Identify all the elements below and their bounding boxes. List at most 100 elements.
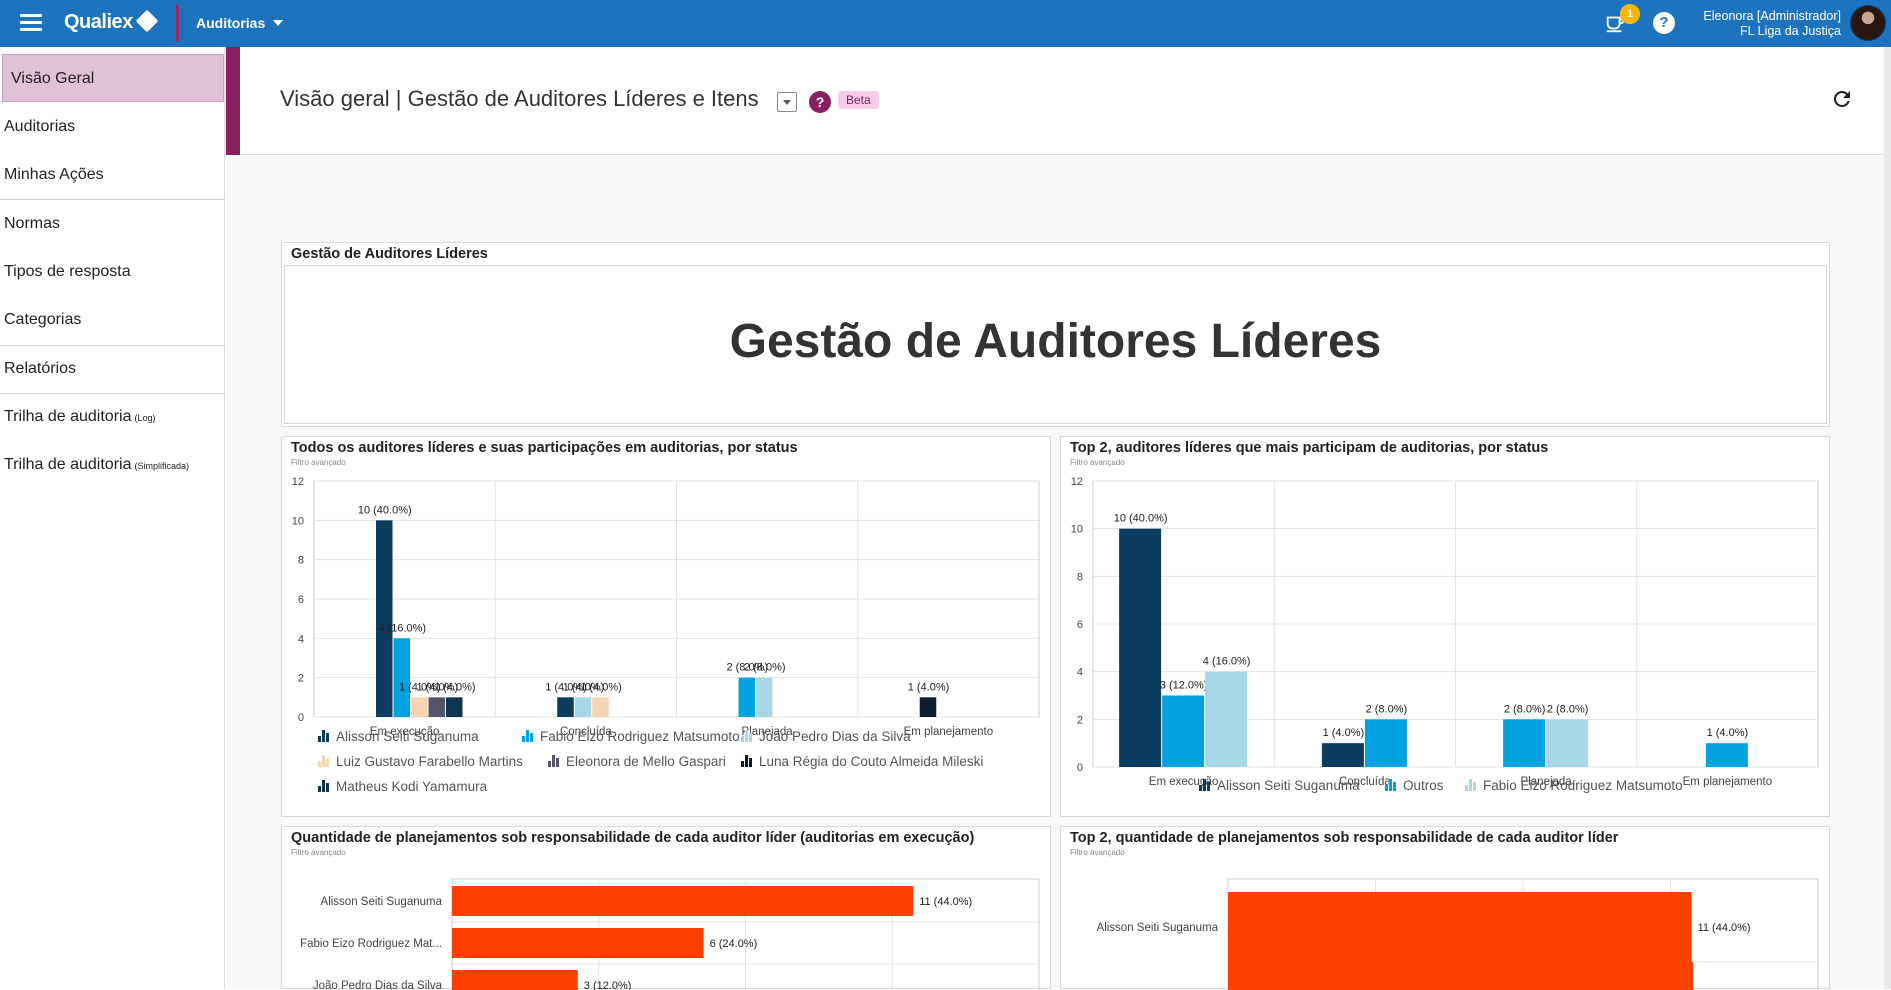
data-label: 2 (8.0%) [1366,703,1408,715]
bar-luna-regia-do-couto-almeida-mileski [919,697,937,717]
y-tick-label: 12 [1071,476,1083,488]
legend-item-eleonora-de-mello-gaspari[interactable]: Eleonora de Mello Gaspari [548,754,726,769]
bar-chart-icon [1199,779,1210,791]
top-divider [176,5,179,41]
bar-partial [1228,962,1693,990]
sidebar-item-suffix: (Log) [134,413,156,423]
sidebar-item-visao-geral[interactable]: Visão Geral [2,54,224,102]
legend-item-matheus-kodi-yamamura[interactable]: Matheus Kodi Yamamura [318,779,487,794]
legend-label: Eleonora de Mello Gaspari [566,754,726,769]
bar-fabio-eizo-rodriguez-matsumoto [1546,719,1589,767]
legend-item-fabio-eizo-rodriguez-matsumoto[interactable]: Fabio Eizo Rodriguez Matsumoto [1465,778,1683,793]
sidebar-item-trilha-simplificada[interactable]: Trilha de auditoria (Simplificada) [0,441,225,489]
sidebar-item-categorias[interactable]: Categorias [0,296,225,344]
sidebar-item-trilha-log[interactable]: Trilha de auditoria (Log) [0,393,225,441]
bar-outros [1503,719,1546,767]
menu-icon[interactable] [20,14,42,32]
sidebar-item-minhas-acoes[interactable]: Minhas Ações [0,151,225,199]
page-header: Visão geral | Gestão de Auditores Lídere… [240,47,1888,155]
data-label: 1 (4.0%) [908,681,950,693]
app-logo[interactable]: Qualiex [64,9,159,34]
sidebar-item-normas[interactable]: Normas [0,200,225,248]
y-tick-label: Alisson Seiti Suganuma [321,896,443,908]
panel-title: Todos os auditores líderes e suas partic… [291,440,798,456]
y-tick-label: Alisson Seiti Suganuma [1097,922,1219,934]
bar-chart-icon [741,730,752,742]
sidebar-item-relatorios[interactable]: Relatórios [0,345,225,393]
panel-top2-auditors-chart: Top 2, auditores líderes que mais partic… [1060,436,1830,817]
section-heading: Gestão de Auditores Líderes [729,315,1382,368]
x-tick-label: Concluída [1339,776,1391,788]
y-tick-label: 8 [1077,571,1083,583]
user-info[interactable]: Eleonora [Administrador] FL Liga da Just… [1703,9,1841,39]
legend-label: Luiz Gustavo Farabello Martins [336,754,523,769]
data-label: 2 (8.0%) [1547,703,1589,715]
sidebar-item-label: Visão Geral [11,70,95,87]
data-label: 2 (8.0%) [744,662,786,674]
data-label: 2 (8.0%) [726,662,768,674]
legend-item-luiz-gustavo-farabello-martins[interactable]: Luiz Gustavo Farabello Martins [318,754,523,769]
advanced-filter-link[interactable]: Filtro avançado [1070,848,1125,857]
x-tick-label: Planejada [742,726,794,738]
legend-item-fabio-eizo-rodriguez-matsumoto[interactable]: Fabio Eizo Rodriguez Matsumoto [522,729,740,744]
view-dropdown-button[interactable] [777,92,797,112]
legend-item-joao-pedro-dias-da-silva[interactable]: João Pedro Dias da Silva [741,729,911,744]
sidebar-item-label: Trilha de auditoria [4,456,132,473]
legend-label: Fabio Eizo Rodriguez Matsumoto [540,729,740,744]
bar-joao-pedro-dias-da-silva [756,677,773,717]
data-label: 3 (12.0%) [1160,680,1208,692]
bar-eleonora-de-mello-gaspari [428,697,445,717]
panel-title: Top 2, auditores líderes que mais partic… [1070,440,1549,456]
hbar-chart-top2-planning: Alisson Seiti Suganuma 11 (44.0%) [1097,878,1819,990]
hbar-chart-planning: Alisson Seiti Suganuma 11 (44.0%) Fabio Ei… [300,878,1040,990]
legend-label: Alisson Seiti Suganuma [336,729,479,744]
advanced-filter-link[interactable]: Filtro avançado [291,848,346,857]
page-title: Visão geral | Gestão de Auditores Lídere… [280,86,759,111]
sidebar-item-label: Auditorias [4,118,76,135]
bar-matheus-kodi-yamamura [446,697,463,717]
y-tick-label: João Pedro Dias da Silva [313,980,443,990]
help-icon[interactable]: ? [809,91,831,113]
data-label: 10 (40.0%) [358,504,412,516]
data-label: 11 (44.0%) [1698,922,1751,934]
chart-legend: Alisson Seiti Suganuma Fabio Eizo Rodrigu… [282,729,1052,815]
advanced-filter-link[interactable]: Filtro avançado [291,458,346,467]
sidebar-item-label: Tipos de resposta [4,263,131,280]
sidebar-divider [0,345,225,346]
data-label: 2 (8.0%) [1504,703,1546,715]
avatar[interactable] [1850,5,1886,41]
help-icon[interactable]: ? [1653,12,1675,34]
legend-label: Outros [1403,778,1444,793]
advanced-filter-link[interactable]: Filtro avançado [1070,458,1125,467]
panel-title: Gestão de Auditores Líderes [291,246,488,262]
data-label: 1 (4.0%) [545,681,587,693]
bar-outros [1364,719,1407,767]
x-tick-label: Concluída [560,726,612,738]
legend-item-alisson-seiti-suganuma[interactable]: Alisson Seiti Suganuma [1199,778,1360,793]
bar-luiz-gustavo-farabello-martins [411,697,428,717]
scrollbar[interactable] [1884,47,1891,989]
user-organization: FL Liga da Justiça [1740,24,1841,38]
legend-item-alisson-seiti-suganuma[interactable]: Alisson Seiti Suganuma [318,729,479,744]
y-tick-label: 12 [292,476,304,488]
bar [452,886,914,916]
sidebar-item-auditorias[interactable]: Auditorias [0,103,225,151]
user-name: Eleonora [Administrador] [1703,9,1841,23]
y-tick-label: Fabio Eizo Rodriguez Mat... [300,938,442,950]
legend-item-luna-regia-do-couto-almeida-mileski[interactable]: Luna Régia do Couto Almeida Mileski [741,754,983,769]
bar [452,928,704,958]
sidebar-item-tipos-de-resposta[interactable]: Tipos de resposta [0,248,225,296]
data-label: 1 (4.0%) [434,681,476,693]
y-tick-label: 10 [292,515,304,527]
y-tick-label: 10 [1071,524,1083,536]
bar-chart-icon [741,755,752,767]
legend-label: Matheus Kodi Yamamura [336,779,488,794]
y-tick-label: 6 [1077,619,1083,631]
chevron-down-icon [273,20,284,26]
legend-item-outros[interactable]: Outros [1385,778,1444,793]
module-label: Auditorias [196,15,266,31]
refresh-icon[interactable] [1830,87,1854,111]
notification-badge: 1 [1620,4,1640,24]
module-selector[interactable]: Auditorias [196,15,284,31]
legend-label: Alisson Seiti Suganuma [1217,778,1360,793]
